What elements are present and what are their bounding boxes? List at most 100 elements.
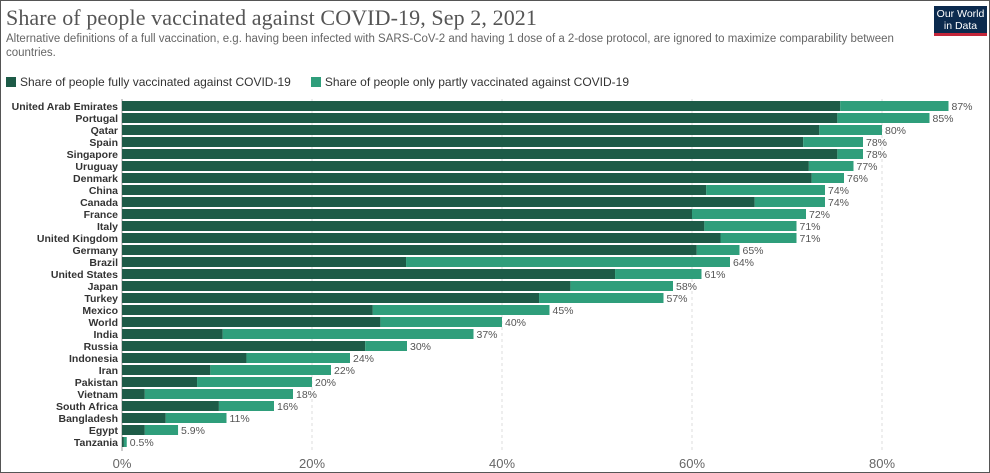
legend-label-partly: Share of people only partly vaccinated a… bbox=[324, 75, 629, 89]
bar-partly[interactable] bbox=[615, 269, 702, 279]
country-label: Portugal bbox=[75, 113, 118, 125]
bar-fully[interactable] bbox=[122, 173, 812, 183]
bar-fully[interactable] bbox=[122, 425, 145, 435]
bar-fully[interactable] bbox=[122, 125, 820, 135]
legend-item-fully[interactable]: Share of people fully vaccinated against… bbox=[6, 75, 291, 89]
bar-fully[interactable] bbox=[122, 113, 838, 123]
country-label: Spain bbox=[89, 137, 118, 149]
country-label: Japan bbox=[88, 281, 118, 293]
bar-fully[interactable] bbox=[122, 401, 219, 411]
bar-partly[interactable] bbox=[365, 341, 407, 351]
bar-fully[interactable] bbox=[122, 281, 571, 291]
bar-partly[interactable] bbox=[808, 161, 854, 171]
country-label: Egypt bbox=[89, 425, 119, 437]
bar-fully[interactable] bbox=[122, 185, 707, 195]
data-label: 0.5% bbox=[130, 437, 154, 449]
bar-fully[interactable] bbox=[122, 329, 223, 339]
x-tick-label: 40% bbox=[489, 456, 515, 471]
data-label: 5.9% bbox=[181, 425, 205, 437]
bar-fully[interactable] bbox=[122, 137, 804, 147]
bar-fully[interactable] bbox=[122, 221, 705, 231]
data-label: 78% bbox=[866, 137, 887, 149]
data-label: 16% bbox=[277, 401, 298, 413]
bar-partly[interactable] bbox=[803, 137, 863, 147]
data-label: 37% bbox=[477, 329, 498, 341]
country-label: United Arab Emirates bbox=[12, 101, 119, 113]
bar-partly[interactable] bbox=[144, 389, 293, 399]
bar-partly[interactable] bbox=[811, 173, 844, 183]
country-label: United Kingdom bbox=[37, 233, 118, 245]
bar-fully[interactable] bbox=[122, 197, 755, 207]
data-label: 71% bbox=[800, 233, 821, 245]
bar-partly[interactable] bbox=[144, 425, 179, 435]
country-label: Italy bbox=[97, 221, 118, 233]
bar-fully[interactable] bbox=[122, 341, 366, 351]
bar-partly[interactable] bbox=[218, 401, 274, 411]
owid-logo[interactable]: Our World in Data bbox=[934, 6, 987, 36]
chart-title: Share of people vaccinated against COVID… bbox=[6, 5, 538, 30]
bar-partly[interactable] bbox=[754, 197, 825, 207]
data-label: 87% bbox=[952, 101, 973, 113]
bar-partly[interactable] bbox=[372, 305, 550, 315]
bar-fully[interactable] bbox=[122, 293, 540, 303]
bar-fully[interactable] bbox=[122, 257, 407, 267]
bar-partly[interactable] bbox=[123, 437, 127, 447]
bar-fully[interactable] bbox=[122, 353, 247, 363]
bar-partly[interactable] bbox=[210, 365, 331, 375]
x-tick-label: 20% bbox=[299, 456, 325, 471]
country-label: Iran bbox=[99, 365, 118, 377]
data-label: 71% bbox=[800, 221, 821, 233]
bar-fully[interactable] bbox=[122, 233, 721, 243]
bar-partly[interactable] bbox=[692, 209, 806, 219]
bar-partly[interactable] bbox=[720, 233, 797, 243]
country-label: Singapore bbox=[67, 149, 119, 161]
country-label: Denmark bbox=[73, 173, 118, 185]
bar-fully[interactable] bbox=[122, 377, 198, 387]
bar-fully[interactable] bbox=[122, 161, 809, 171]
bar-partly[interactable] bbox=[706, 185, 825, 195]
bar-partly[interactable] bbox=[197, 377, 312, 387]
bar-fully[interactable] bbox=[122, 437, 124, 447]
country-label: Canada bbox=[80, 197, 118, 209]
country-label: World bbox=[88, 317, 118, 329]
bar-partly[interactable] bbox=[380, 317, 502, 327]
country-label: Turkey bbox=[84, 293, 118, 305]
logo-line-2: in Data bbox=[943, 20, 978, 32]
data-label: 80% bbox=[885, 125, 906, 137]
bar-partly[interactable] bbox=[165, 413, 227, 423]
bar-fully[interactable] bbox=[122, 245, 697, 255]
bar-fully[interactable] bbox=[122, 413, 166, 423]
bar-partly[interactable] bbox=[819, 125, 882, 135]
bar-fully[interactable] bbox=[122, 101, 841, 111]
bar-fully[interactable] bbox=[122, 269, 616, 279]
legend-item-partly[interactable]: Share of people only partly vaccinated a… bbox=[310, 75, 629, 89]
x-tick-label: 80% bbox=[869, 456, 895, 471]
country-label: Vietnam bbox=[77, 389, 118, 401]
data-label: 61% bbox=[705, 269, 726, 281]
bar-partly[interactable] bbox=[840, 101, 949, 111]
data-label: 76% bbox=[847, 173, 868, 185]
country-label: Bangladesh bbox=[58, 413, 118, 425]
data-label: 20% bbox=[315, 377, 336, 389]
bar-fully[interactable] bbox=[122, 365, 211, 375]
bar-partly[interactable] bbox=[696, 245, 740, 255]
bar-fully[interactable] bbox=[122, 305, 373, 315]
data-label: 74% bbox=[828, 197, 849, 209]
data-label: 40% bbox=[505, 317, 526, 329]
bar-partly[interactable] bbox=[406, 257, 730, 267]
bar-fully[interactable] bbox=[122, 149, 838, 159]
bar-partly[interactable] bbox=[837, 113, 930, 123]
data-label: 30% bbox=[410, 341, 431, 353]
bar-fully[interactable] bbox=[122, 317, 381, 327]
bar-fully[interactable] bbox=[122, 209, 692, 219]
bar-partly[interactable] bbox=[837, 149, 863, 159]
legend-swatch-fully bbox=[6, 77, 16, 87]
country-label: Uruguay bbox=[75, 161, 118, 173]
country-label: Tanzania bbox=[74, 437, 118, 449]
bar-fully[interactable] bbox=[122, 389, 145, 399]
bar-partly[interactable] bbox=[704, 221, 797, 231]
bar-partly[interactable] bbox=[539, 293, 664, 303]
bar-partly[interactable] bbox=[246, 353, 350, 363]
bar-partly[interactable] bbox=[222, 329, 474, 339]
bar-partly[interactable] bbox=[570, 281, 673, 291]
